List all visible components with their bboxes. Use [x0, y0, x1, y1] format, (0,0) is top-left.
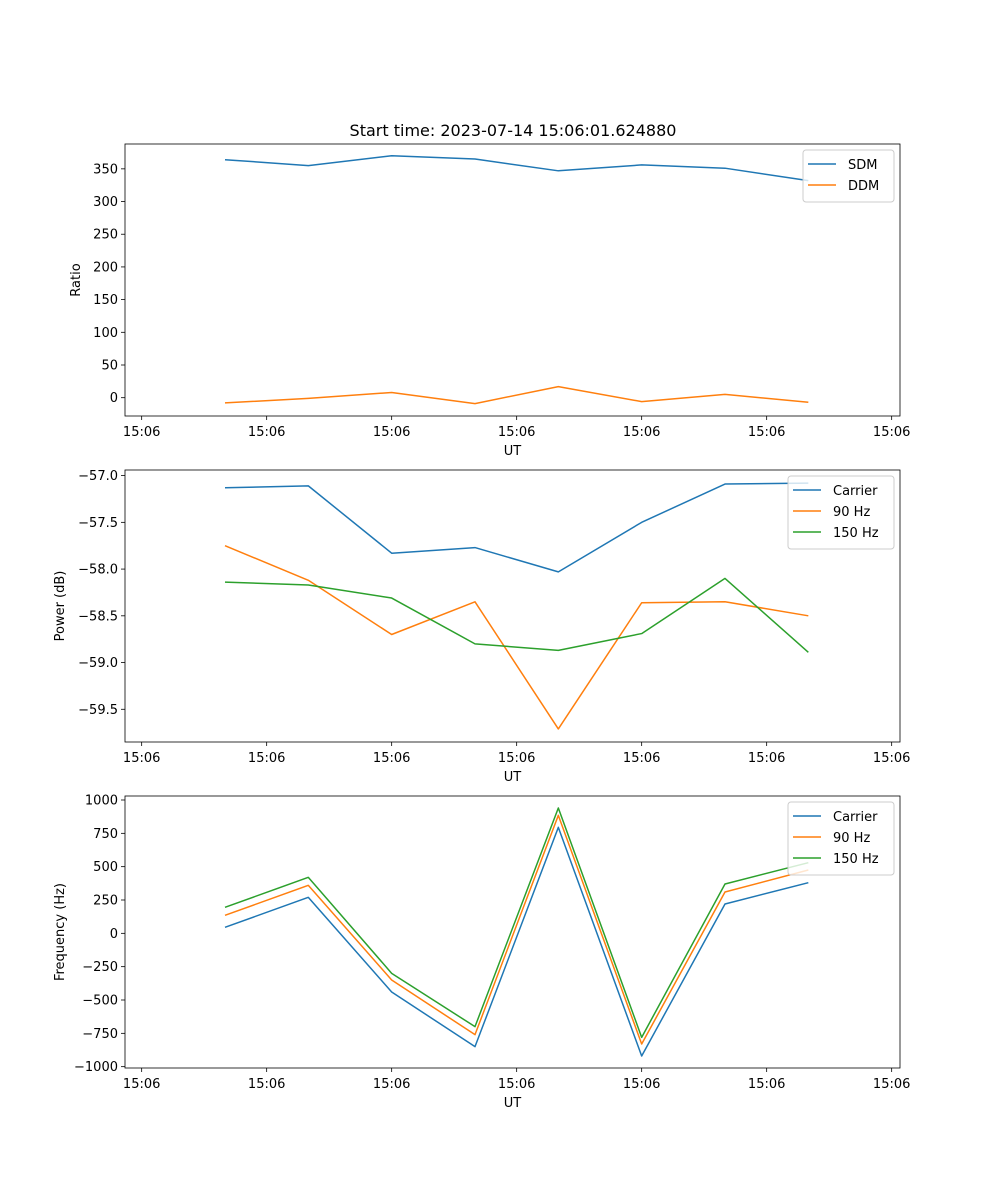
series-line-90-hz	[224, 814, 809, 1045]
x-tick-label: 15:06	[123, 425, 160, 440]
series-line-150-hz	[224, 577, 809, 653]
x-tick-label: 15:06	[123, 751, 160, 766]
x-tick-label: 15:06	[748, 1077, 785, 1092]
y-tick-label: 500	[93, 860, 118, 875]
series-line-90-hz	[224, 545, 809, 730]
y-tick-label: −750	[82, 1027, 118, 1042]
legend-label: 90 Hz	[833, 831, 870, 846]
y-tick-label: 1000	[85, 794, 118, 809]
series-line-carrier	[224, 482, 809, 573]
legend-label: 150 Hz	[833, 526, 879, 541]
y-tick-label: −58.5	[78, 609, 118, 624]
x-axis-label: UT	[504, 444, 522, 459]
y-axis-label: Ratio	[69, 263, 84, 296]
legend-label: Carrier	[833, 810, 878, 825]
x-tick-label: 15:06	[623, 751, 660, 766]
plot-frame	[124, 469, 901, 743]
x-tick-label: 15:06	[248, 751, 285, 766]
x-axis-label: UT	[504, 770, 522, 785]
x-tick-label: 15:06	[373, 1077, 410, 1092]
legend-box	[787, 801, 895, 876]
legend-label: 90 Hz	[833, 505, 870, 520]
x-tick-label: 15:06	[623, 425, 660, 440]
legend-label: Carrier	[833, 484, 878, 499]
y-tick-label: −500	[82, 994, 118, 1009]
x-tick-label: 15:06	[373, 425, 410, 440]
ratio-panel: 15:06 15:06 15:06 15:06 15:06 15:06 15:06 UT 0 50…	[69, 143, 910, 459]
y-tick-label: 250	[93, 228, 118, 243]
x-tick-label: 15:06	[748, 425, 785, 440]
legend-box	[787, 475, 895, 550]
y-tick-label: −57.5	[78, 516, 118, 531]
y-tick-label: 200	[93, 260, 118, 275]
chart-title: Start time: 2023-07-14 15:06:01.624880	[350, 121, 677, 140]
y-tick-label: −58.0	[78, 563, 118, 578]
x-tick-label: 15:06	[748, 751, 785, 766]
y-tick-label: 150	[93, 293, 118, 308]
y-tick-label: 350	[93, 162, 118, 177]
y-tick-label: 250	[93, 894, 118, 909]
x-tick-label: 15:06	[123, 1077, 160, 1092]
y-axis-label: Frequency (Hz)	[53, 883, 68, 981]
y-tick-label: −59.5	[78, 703, 118, 718]
plot-frame	[124, 795, 901, 1069]
y-tick-label: 50	[101, 359, 118, 374]
x-tick-label: 15:06	[498, 1077, 535, 1092]
y-tick-label: −57.0	[78, 469, 118, 484]
y-tick-label: 300	[93, 195, 118, 210]
y-tick-label: 750	[93, 827, 118, 842]
x-axis-label: UT	[504, 1096, 522, 1111]
y-tick-label: −250	[82, 960, 118, 975]
legend-box	[802, 149, 895, 203]
x-tick-label: 15:06	[873, 1077, 910, 1092]
series-line-carrier	[224, 826, 809, 1057]
y-axis-label: Power (dB)	[53, 571, 68, 642]
legend-label: 150 Hz	[833, 852, 879, 867]
plot-frame	[124, 143, 901, 417]
y-tick-label: −59.0	[78, 656, 118, 671]
x-tick-label: 15:06	[248, 425, 285, 440]
y-tick-label: 0	[110, 391, 118, 406]
legend-label: SDM	[848, 158, 877, 173]
x-tick-label: 15:06	[248, 1077, 285, 1092]
x-tick-label: 15:06	[498, 425, 535, 440]
legend-label: DDM	[848, 179, 879, 194]
series-line-sdm	[224, 155, 809, 182]
y-tick-label: 100	[93, 326, 118, 341]
x-tick-label: 15:06	[498, 751, 535, 766]
x-tick-label: 15:06	[873, 425, 910, 440]
x-tick-label: 15:06	[623, 1077, 660, 1092]
series-line-ddm	[224, 385, 809, 405]
y-tick-label: 0	[110, 927, 118, 942]
y-tick-label: −1000	[74, 1060, 118, 1075]
x-tick-label: 15:06	[873, 751, 910, 766]
x-tick-label: 15:06	[373, 751, 410, 766]
frequency-panel: 15:06 15:06 15:06 15:06 15:06 15:06 15:06 UT 100…	[53, 794, 910, 1112]
power-panel: 15:06 15:06 15:06 15:06 15:06 15:06 15:06 UT −57…	[53, 469, 910, 785]
series-line-150-hz	[224, 807, 809, 1039]
